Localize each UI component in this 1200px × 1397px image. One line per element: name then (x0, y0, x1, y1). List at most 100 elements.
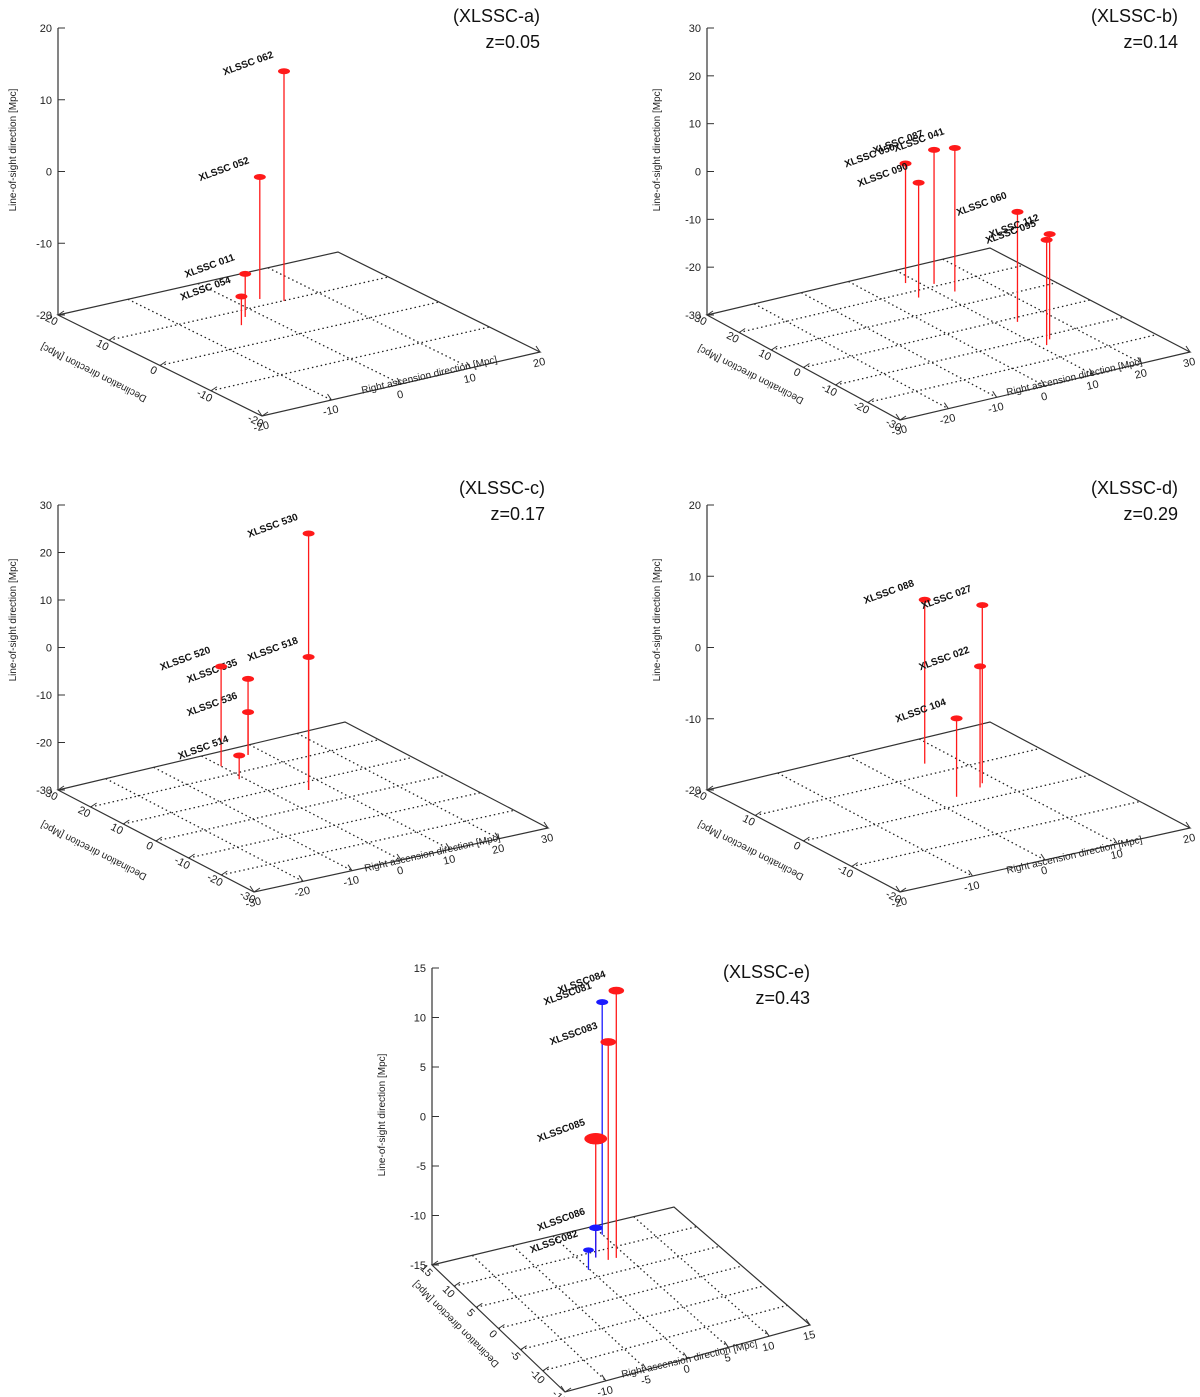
y-tick-label: 0 (148, 364, 159, 377)
x-tick (642, 1363, 648, 1370)
x-tick (535, 345, 541, 353)
cluster-marker (928, 146, 941, 153)
cluster-xlssc-518: XLSSC 518 (246, 635, 315, 790)
x-tick-label: 0 (1040, 865, 1049, 878)
z-tick-label: 0 (46, 643, 52, 655)
x-tick (992, 391, 998, 398)
y-tick (835, 380, 842, 386)
x-tick-label: 10 (1085, 379, 1100, 393)
y-tick-label: 0 (486, 1328, 499, 1341)
cluster-marker (583, 1247, 594, 1253)
y-tick (210, 386, 218, 392)
grid-line (771, 282, 1057, 351)
x-tick (805, 1318, 811, 1326)
cluster-marker (584, 1133, 608, 1145)
y-tick-label: -20 (851, 399, 871, 417)
y-tick (123, 819, 130, 825)
cluster-xlssc-104: XLSSC 104 (894, 697, 963, 797)
grid-line (210, 326, 490, 392)
z-tick-label: 10 (414, 1013, 426, 1025)
y-tick (221, 870, 228, 876)
floor-grid (90, 732, 515, 882)
z-tick-label: -15 (410, 1260, 426, 1272)
x-tick (1137, 357, 1143, 364)
z-tick-label: -10 (36, 238, 52, 250)
z-axis-title: Line-of-sight direction [Mpc] (8, 88, 19, 211)
grid-line (895, 269, 1094, 376)
x-tick-label: -20 (252, 419, 270, 434)
x-tick-label: 0 (682, 1363, 691, 1376)
grid-line (753, 303, 949, 410)
grid-line (918, 738, 1118, 845)
x-tick-label: 10 (1110, 848, 1125, 862)
x-tick-label: -20 (939, 412, 957, 427)
x-tick-label: -10 (987, 401, 1005, 416)
cluster-marker (302, 654, 315, 660)
x-tick (560, 1385, 566, 1393)
y-axis-title: Declination direction [Mpc] (696, 343, 806, 406)
panel-title: (XLSSC-d) (1091, 478, 1178, 498)
grid-line (197, 282, 402, 385)
cluster-marker (235, 293, 248, 300)
x-tick (968, 869, 973, 877)
x-tick-label: 30 (540, 832, 555, 846)
x-tick (1113, 837, 1118, 845)
grid-line (755, 747, 1041, 817)
z-tick-label: 20 (689, 500, 701, 512)
y-tick (867, 398, 875, 403)
cluster-marker (899, 160, 912, 167)
z-axis-title: Line-of-sight direction [Mpc] (8, 558, 19, 681)
grid-line (123, 756, 413, 825)
grid-line (476, 1245, 720, 1308)
cluster-xlssc-060: XLSSC 060 (955, 190, 1024, 322)
x-tick (257, 409, 263, 417)
x-tick (298, 875, 304, 882)
x-tick (1040, 379, 1046, 387)
y-tick (564, 1387, 572, 1393)
grid-line (552, 1235, 688, 1359)
z-tick-label: -20 (685, 262, 701, 274)
y-tick (754, 811, 762, 816)
x-tick (895, 885, 901, 893)
y-tick (159, 361, 167, 366)
x-tick-label: 15 (802, 1329, 817, 1343)
cluster-xlssc081: XLSSC081 (542, 980, 609, 1235)
y-tick-label: -15 (549, 1388, 569, 1397)
z-axis-title: Line-of-sight direction [Mpc] (377, 1053, 388, 1176)
grid-line (454, 1226, 697, 1287)
x-tick-label: 10 (463, 372, 478, 386)
x-tick-label: 5 (723, 1352, 732, 1365)
y-tick-label: 0 (791, 840, 802, 853)
cluster-xlssc-022: XLSSC 022 (918, 645, 987, 788)
z-tick-label: 30 (40, 500, 52, 512)
panel-title: (XLSSC-b) (1091, 6, 1178, 26)
floor-grid (454, 1216, 788, 1382)
cluster-marker (950, 715, 963, 722)
cluster-marker (608, 986, 625, 995)
cluster-xlssc-514: XLSSC 514 (177, 734, 246, 780)
x-tick-label: -20 (890, 895, 908, 910)
z-tick-label: 30 (689, 23, 701, 35)
cluster-xlssc-054: XLSSC 054 (179, 275, 248, 326)
cluster-label: XLSSC 518 (246, 635, 300, 664)
floor-grid (755, 738, 1141, 877)
z-tick-label: -10 (410, 1211, 426, 1223)
cluster-marker (596, 999, 609, 1006)
cluster-xlssc-095: XLSSC 095 (984, 218, 1053, 346)
y-tick-label: -20 (205, 871, 225, 889)
x-tick (1088, 368, 1094, 375)
y-tick-label: 30 (43, 787, 59, 803)
cluster-marker (1040, 236, 1053, 243)
x-tick-label: 0 (396, 389, 405, 402)
y-tick (851, 862, 859, 867)
x-tick (1040, 853, 1046, 861)
z-tick-label: -20 (36, 738, 52, 750)
cluster-label: XLSSC 530 (246, 512, 300, 541)
z-tick-label: 5 (420, 1062, 426, 1074)
y-tick (706, 785, 714, 791)
z-tick-label: 0 (695, 643, 701, 655)
cluster-marker (215, 663, 228, 670)
x-tick (543, 821, 549, 829)
